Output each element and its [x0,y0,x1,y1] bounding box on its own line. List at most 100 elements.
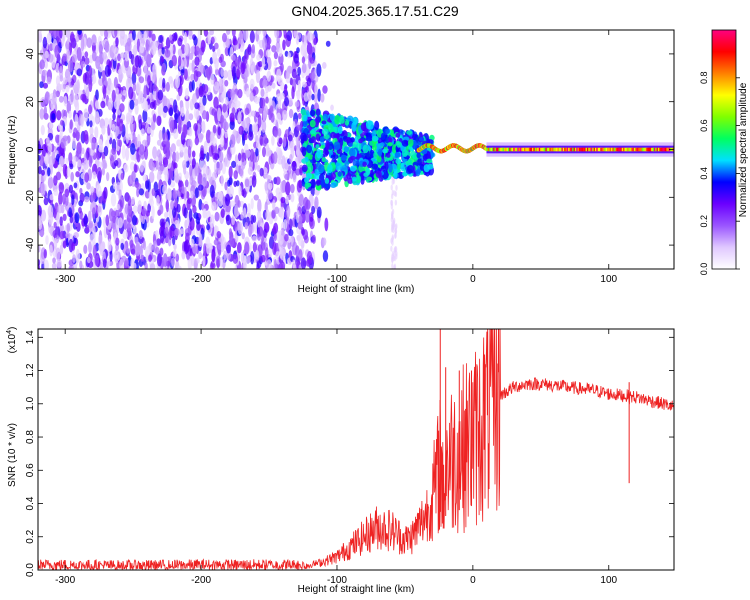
spectrogram-cell [281,155,286,169]
spectrogram-cell [87,256,91,264]
spectrogram-cell [218,56,223,64]
spectrogram-cell [134,103,139,115]
spectrogram-cell [159,247,164,256]
spectrogram-cell [351,176,357,182]
spectrogram-cell [40,124,45,136]
spectrogram-cell [110,154,115,168]
spectrogram-cell [280,180,286,194]
spectrogram-cell [298,179,303,189]
spectrogram-cell [406,164,414,174]
spectrogram-cell [194,136,200,146]
snr-y-tick-label: 0.4 [25,496,36,510]
spectrogram-cell [330,104,334,111]
spectrogram-cell [313,37,318,46]
spectrogram-cell [220,135,225,148]
spectrogram-cell [96,167,103,181]
spectrogram-cell [38,175,42,189]
spectrogram-cell [243,255,248,269]
spectrogram-cell [189,52,194,60]
spectrogram-cell [62,193,66,205]
spectrogram-cell [257,114,262,128]
spectrogram-cell [168,107,174,117]
spectrogram-cell [329,113,335,122]
spectrogram-cell [351,121,357,132]
spectrogram-cell [152,113,157,123]
spectrogram-cell [134,243,141,257]
spectrogram-cell [220,208,225,219]
spectrogram-cell [167,187,172,202]
spectrogram-cell [152,68,157,82]
spectrogram-cell [283,85,288,98]
spectrogram-cell [48,219,52,234]
spectrogram-cell [188,113,194,121]
spectrogram-cell [206,168,212,181]
spectrogram-cell [268,247,273,259]
spectrogram-cell [273,126,279,138]
snr-y-tick-label: 0.6 [25,463,36,477]
spectrogram-cell [267,182,273,190]
spectrogram-cell [151,33,156,42]
spectrogram-cell [250,110,256,117]
spectrogram-cell [304,209,311,223]
spectrogram-cell [91,207,96,220]
spectrogram-cell [224,193,231,207]
colorbar-tick-label: 0.0 [699,263,709,276]
spectrogram-cell [278,262,284,269]
spectrogram-cell [315,144,320,149]
spectrogram-cell [209,184,215,198]
spectrogram-cell [176,203,181,213]
spectrogram-cell [290,183,295,194]
spectrogram-cell [382,148,388,154]
spectrogram-cell [195,216,201,225]
spectrogram-cell [183,187,188,201]
spectrogram-cell [38,143,42,154]
spectrogram-cell [190,190,194,199]
spectrogram-cell [169,180,176,188]
spectrogram-cell [174,112,178,120]
spectrogram-cell [171,257,176,267]
spectrogram-cell [145,39,151,52]
spectrogram-cell [286,205,291,219]
spectrogram-cell [266,70,272,82]
spectrogram-cell [237,111,242,123]
colorbar-tick-label: 0.4 [699,167,709,180]
spectrogram-cell [181,250,186,260]
spectrogram-cell [232,38,238,46]
spectrogram-cell [179,74,184,86]
spectrogram-cell [201,173,208,187]
spectrogram-cell [69,163,74,170]
spectrogram-cell [244,107,250,116]
spectrogram-cell [241,152,245,163]
spectrogram-cell [89,120,93,128]
spectrogram-cell [102,51,107,60]
spectrogram-cell [84,57,90,65]
spectrogram-cell [83,244,88,254]
spectrogram-cell [138,188,145,196]
spectrogram-cell [288,108,294,119]
spectrogram-cell [162,157,169,168]
spectrogram-cell [323,183,330,189]
spectrogram-cell [296,124,302,131]
spectrogram-cell [137,200,142,214]
spectrogram-cell [142,109,148,123]
spectrogram-cell [160,56,165,63]
spectrogram-cell [65,232,71,239]
spectrogram-cell [53,208,57,219]
spectrogram-y-tick-label: 20 [25,96,36,108]
spectrogram-cell [330,154,336,159]
spectrogram-cell [222,103,227,113]
colorbar-tick-label: 0.8 [699,72,709,85]
spectrogram-cell [86,37,93,49]
spectrogram-cell [347,142,353,148]
spectrogram-y-axis-label: Frequency (Hz) [7,116,18,185]
spectrogram-cell [231,107,236,115]
spectrogram-cell [344,160,350,168]
spectrogram-cell [343,145,350,153]
spectrogram-cell [209,30,215,36]
spectrogram-cell [324,177,330,185]
spectrogram-cell [241,232,245,240]
spectrogram-cell [40,99,46,108]
spectrogram-cell [136,187,140,198]
spectrogram-cell [273,59,278,67]
spectrogram-cell [209,214,215,229]
